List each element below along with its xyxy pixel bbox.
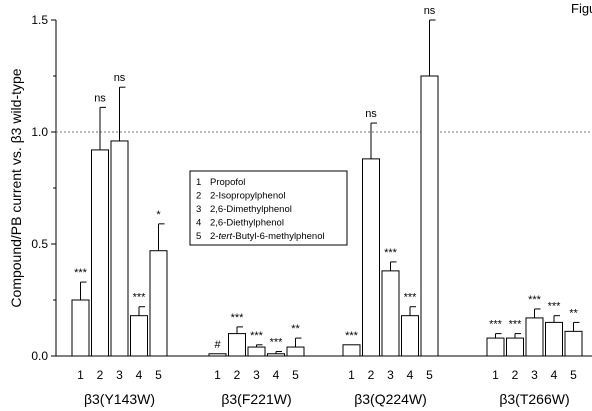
- bar-number-label: 2: [368, 368, 375, 382]
- bar: [91, 149, 109, 357]
- bar-number-label: 2: [97, 368, 104, 382]
- y-tick-label: 1.5: [31, 13, 48, 27]
- y-axis-title: Compound/PB current vs. β3 wild-type: [8, 68, 24, 307]
- significance-label: ***: [231, 312, 245, 324]
- bar: [247, 346, 266, 357]
- bar-number-label: 3: [387, 368, 394, 382]
- significance-label: ***: [345, 330, 359, 342]
- bar: [564, 330, 583, 357]
- bar: [342, 344, 361, 357]
- significance-label: ***: [404, 292, 418, 304]
- bar: [381, 270, 400, 357]
- bar: [208, 353, 227, 357]
- significance-label: ***: [489, 319, 503, 331]
- bar-number-label: 1: [348, 368, 355, 382]
- bar: [286, 346, 305, 357]
- significance-label: ***: [548, 301, 562, 313]
- significance-label: **: [569, 307, 578, 319]
- bar: [486, 337, 505, 357]
- bar-number-label: 3: [253, 368, 260, 382]
- bar-number-label: 4: [136, 368, 143, 382]
- legend-number: 1: [196, 177, 201, 188]
- group-label: β3(T266W): [499, 391, 569, 407]
- legend-number: 5: [196, 231, 201, 242]
- significance-label: ***: [270, 337, 284, 349]
- bar: [110, 140, 129, 357]
- legend-number: 4: [196, 218, 201, 229]
- bar-number-label: 4: [273, 368, 280, 382]
- significance-label: ns: [424, 5, 436, 17]
- legend-number: 2: [196, 191, 201, 202]
- legend: 1 Propofol 2 2-Isopropylphenol 3 2,6-Dimethyl…: [189, 170, 348, 246]
- significance-label: ***: [250, 330, 264, 342]
- y-tick-label: 0.0: [31, 349, 48, 363]
- bar: [545, 321, 563, 357]
- bar: [71, 299, 90, 357]
- bar: [130, 315, 148, 357]
- bar-number-label: 3: [531, 368, 538, 382]
- bar: [420, 75, 439, 357]
- group-label: β3(Q224W): [354, 391, 427, 407]
- bar-number-label: 5: [570, 368, 577, 382]
- bar-number-label: 5: [155, 368, 162, 382]
- y-tick-label: 1.0: [31, 125, 48, 139]
- significance-label: ns: [114, 72, 126, 84]
- legend-entry: Propofol: [210, 177, 245, 188]
- significance-label: ***: [509, 319, 523, 331]
- legend-entry-suffix: -Butyl-6-methylphenol: [232, 231, 324, 242]
- bar-number-label: 3: [116, 368, 123, 382]
- significance-label: ***: [74, 267, 88, 279]
- bar: [362, 158, 380, 357]
- legend-entry: 2-tert-Butyl-6-methylphenol: [210, 231, 325, 242]
- legend-box: [189, 170, 348, 246]
- bar: [525, 317, 544, 357]
- bar-number-label: 2: [512, 368, 519, 382]
- legend-number: 3: [196, 204, 201, 215]
- bars-group: [71, 19, 583, 357]
- bar-number-label: 1: [77, 368, 84, 382]
- bar-number-label: 2: [234, 368, 241, 382]
- corner-label: Figure: [571, 1, 592, 16]
- bar-number-label: 5: [426, 368, 433, 382]
- significance-label: ns: [365, 108, 377, 120]
- bar-number-label: 5: [292, 368, 299, 382]
- bar: [267, 353, 285, 357]
- significance-label: *: [156, 209, 161, 221]
- significance-label: ns: [94, 92, 106, 104]
- bar: [401, 315, 419, 357]
- group-label: β3(Y143W): [84, 391, 155, 407]
- labels-group: ***1ns2ns3***4*5β3(Y143W)#1***2***3***4*…: [74, 5, 578, 407]
- legend-entry-italic: tert: [218, 231, 232, 242]
- significance-label: ***: [384, 247, 398, 259]
- significance-label: ***: [528, 294, 542, 306]
- legend-entry-prefix: 2-: [210, 231, 218, 242]
- bar-number-label: 4: [407, 368, 414, 382]
- significance-label: **: [291, 323, 300, 335]
- bar: [228, 333, 246, 357]
- group-label: β3(F221W): [221, 391, 291, 407]
- legend-entry: 2-Isopropylphenol: [210, 191, 286, 202]
- bar-number-label: 1: [214, 368, 221, 382]
- significance-label: ***: [133, 292, 147, 304]
- legend-entry: 2,6-Diethylphenol: [210, 218, 284, 229]
- bar-number-label: 1: [492, 368, 499, 382]
- bar: [149, 250, 168, 357]
- bar-number-label: 4: [551, 368, 558, 382]
- significance-label: #: [214, 339, 221, 351]
- bar: [506, 337, 524, 357]
- y-tick-label: 0.5: [31, 237, 48, 251]
- legend-entry: 2,6-Dimethylphenol: [210, 204, 292, 215]
